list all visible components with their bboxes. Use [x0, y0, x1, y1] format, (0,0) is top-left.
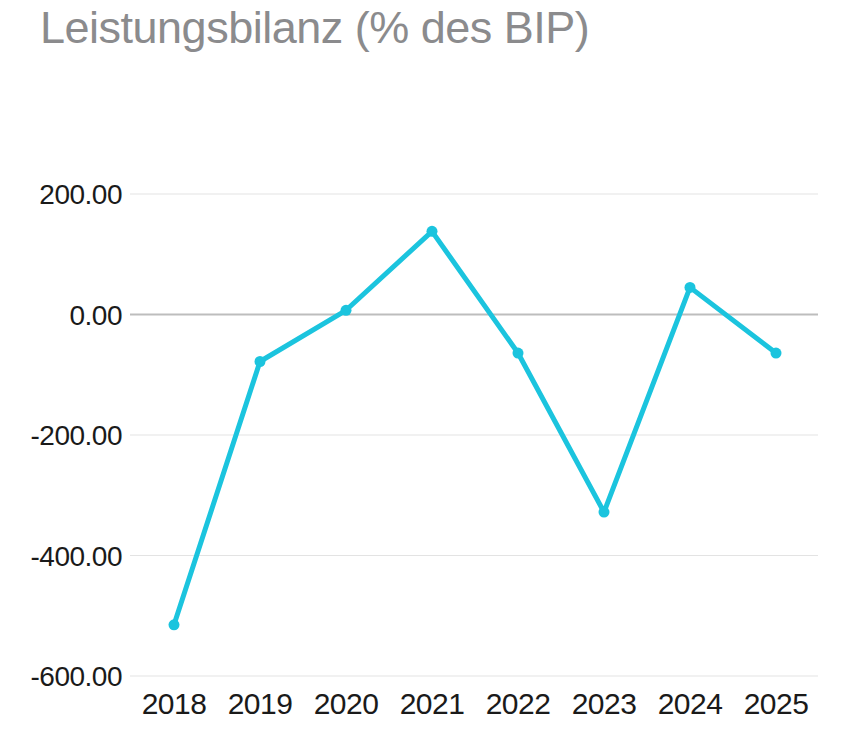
data-point[interactable]	[341, 305, 352, 316]
y-axis-tick-label: 0.00	[70, 300, 123, 331]
x-axis-tick-label: 2023	[572, 687, 637, 720]
x-axis-tick-label: 2025	[744, 687, 809, 720]
x-axis-tick-label: 2021	[400, 687, 465, 720]
data-point[interactable]	[599, 507, 610, 518]
y-axis-tick-label: -600.00	[31, 661, 122, 692]
x-axis-tick-label: 2020	[314, 687, 379, 720]
x-axis-tick-label: 2022	[486, 687, 551, 720]
y-axis-tick-label: 200.00	[39, 179, 122, 210]
x-axis-tick-label: 2019	[228, 687, 293, 720]
data-point[interactable]	[685, 282, 696, 293]
x-axis-tick-label: 2024	[658, 687, 723, 720]
data-point[interactable]	[169, 619, 180, 630]
y-axis-tick-label: -200.00	[31, 420, 122, 451]
x-axis-tick-label: 2018	[142, 687, 207, 720]
data-point[interactable]	[771, 348, 782, 359]
y-axis-tick-label: -400.00	[31, 541, 122, 572]
data-point[interactable]	[255, 356, 266, 367]
chart-page: Leistungsbilanz (% des BIP) 200.000.00-2…	[0, 0, 857, 730]
line-chart: 200.00 0.00 -200.00 -400.00 -600.00 2018 2019 2…	[0, 0, 857, 730]
data-point[interactable]	[427, 226, 438, 237]
data-point[interactable]	[513, 348, 524, 359]
